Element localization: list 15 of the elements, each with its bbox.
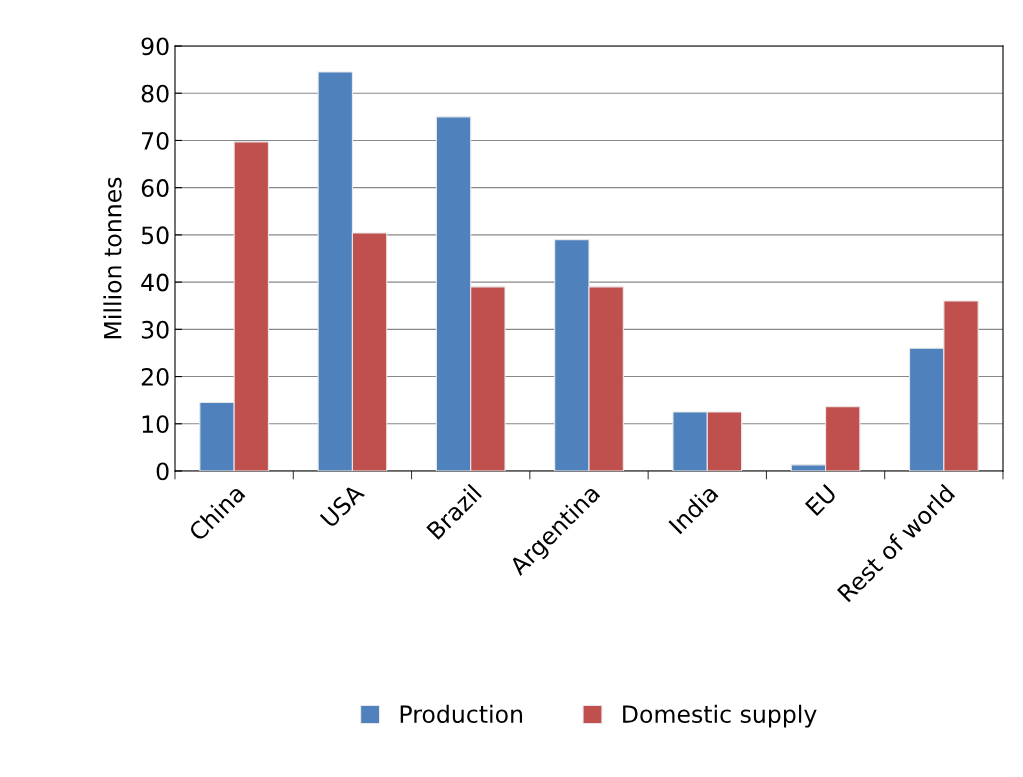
y-tick-label: 20 <box>141 368 169 386</box>
x-tick-label: USA <box>319 482 366 529</box>
y-tick-label: 70 <box>142 131 169 150</box>
x-tick-label: EU <box>804 484 838 517</box>
legend-label: Production <box>400 704 523 724</box>
y-tick-label: 80 <box>141 84 169 103</box>
y-tick-label: 30 <box>141 320 169 339</box>
y-tick-label: 0 <box>156 462 169 481</box>
y-tick-label: 90 <box>141 37 169 56</box>
y-axis-title: Million tonnes <box>103 177 122 339</box>
y-tick-label: 50 <box>141 226 169 245</box>
y-tick-label: 40 <box>141 273 169 292</box>
legend-label: Domestic supply <box>623 704 817 728</box>
y-tick-label: 60 <box>141 179 169 197</box>
y-tick-label: 10 <box>142 415 169 434</box>
